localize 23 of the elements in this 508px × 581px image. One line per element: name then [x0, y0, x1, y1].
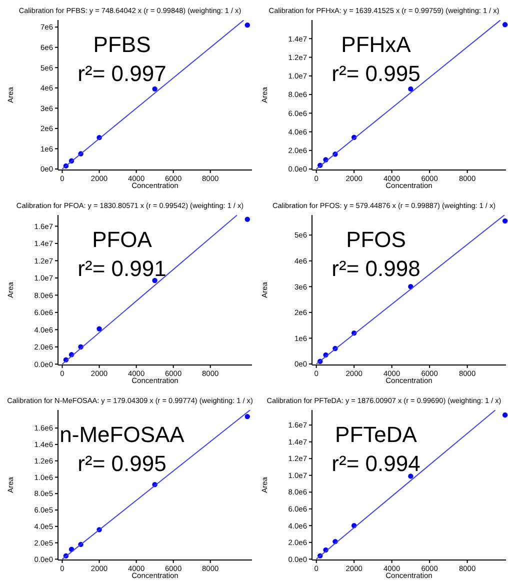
annotation: r²= 0.997 [78, 61, 166, 86]
point [502, 22, 508, 28]
annotation: PFBS [93, 32, 151, 57]
point [152, 86, 158, 92]
annotation: r²= 0.995 [78, 451, 166, 476]
point [244, 22, 250, 28]
point [244, 216, 250, 222]
point [502, 218, 508, 224]
point [408, 474, 414, 479]
annotation: r²= 0.998 [332, 256, 420, 281]
annotation: PFOS [346, 227, 406, 252]
annotation: PFHxA [341, 32, 412, 57]
point [96, 326, 102, 332]
annotation: PFTeDA [335, 422, 418, 447]
point [502, 412, 508, 418]
annotation: r²= 0.995 [332, 61, 420, 86]
point [244, 414, 250, 420]
annotation: r²= 0.994 [332, 451, 420, 476]
annotation: PFOA [92, 227, 152, 252]
annotation: n-MeFOSAA [60, 422, 185, 447]
point [152, 278, 158, 284]
annotation: r²= 0.991 [78, 256, 166, 281]
point [408, 86, 414, 92]
